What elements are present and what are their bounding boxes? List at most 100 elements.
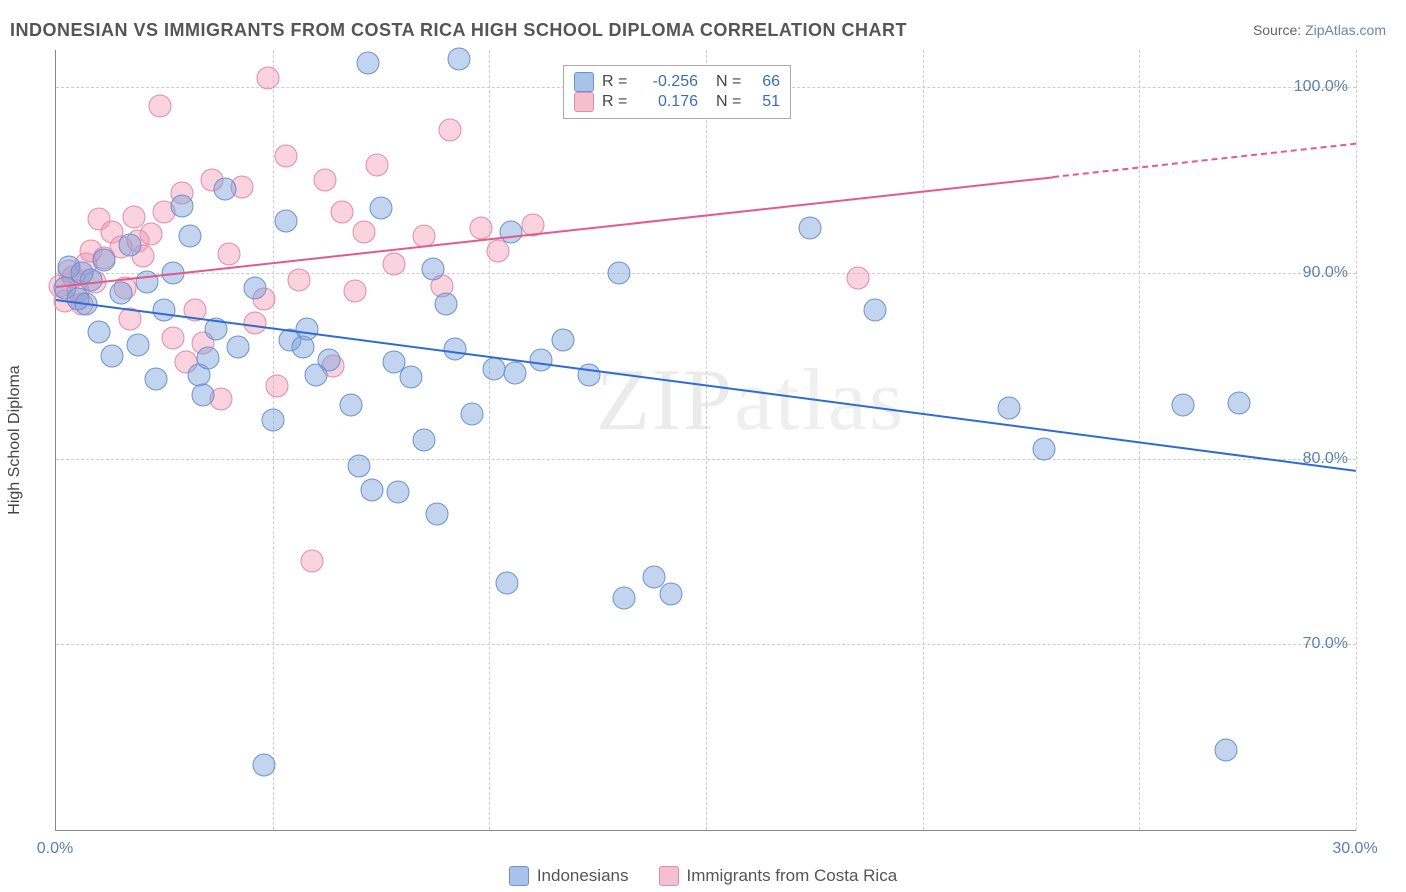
blue-dot [227,336,250,359]
pink-dot [352,221,375,244]
blue-dot [864,299,887,322]
blue-dot [400,365,423,388]
blue-dot [387,481,410,504]
blue-dot [318,349,341,372]
source-label: Source: ZipAtlas.com [1253,22,1386,38]
blue-dot [799,217,822,240]
x-tick-label: 30.0% [1332,840,1377,858]
n-label: N = [716,73,742,91]
pink-dot [313,169,336,192]
legend-label: Immigrants from Costa Rica [687,866,898,886]
r-label: R = [602,93,628,111]
blue-dot [179,224,202,247]
y-tick-label: 90.0% [1303,264,1348,282]
blue-dot [153,299,176,322]
pink-dot [287,269,310,292]
pink-dot [140,222,163,245]
blue-dot [426,503,449,526]
chart-title: INDONESIAN VS IMMIGRANTS FROM COSTA RICA… [10,20,907,41]
source-prefix: Source: [1253,22,1305,38]
pink-dot [244,312,267,335]
pink-dot [162,326,185,349]
pink-dot [257,66,280,89]
blue-dot [253,754,276,777]
blue-dot [214,178,237,201]
gridline-vertical [273,50,274,830]
r-value: -0.256 [636,73,698,91]
pink-dot [274,144,297,167]
blue-dot [1228,391,1251,414]
blue-dot [530,349,553,372]
blue-dot [504,362,527,385]
blue-dot [170,195,193,218]
blue-dot [612,586,635,609]
blue-dot [88,321,111,344]
y-tick-label: 100.0% [1294,78,1348,96]
gridline-vertical [706,50,707,830]
pink-dot [469,217,492,240]
n-value: 51 [750,93,780,111]
blue-dot [361,479,384,502]
pink-dot [300,549,323,572]
blue-dot [500,221,523,244]
legend-row-pink: R = 0.176 N = 51 [574,92,780,112]
blue-dot [443,338,466,361]
pink-dot [383,252,406,275]
blue-dot [192,384,215,407]
pink-dot [218,243,241,266]
pink-dot [365,154,388,177]
blue-dot [660,583,683,606]
blue-dot [1033,438,1056,461]
y-tick-label: 70.0% [1303,635,1348,653]
pink-dot [439,118,462,141]
blue-dot [461,403,484,426]
n-value: 66 [750,73,780,91]
blue-dot [244,276,267,299]
blue-dot [357,52,380,75]
blue-dot [110,282,133,305]
blue-dot [196,347,219,370]
pink-dot [266,375,289,398]
pink-trendline [56,176,1053,288]
blue-dot [92,248,115,271]
gridline-vertical [923,50,924,830]
blue-dot [101,345,124,368]
legend-series: Indonesians Immigrants from Costa Rica [0,866,1406,886]
blue-dot [127,334,150,357]
chart-container: INDONESIAN VS IMMIGRANTS FROM COSTA RICA… [0,0,1406,892]
blue-dot [370,196,393,219]
source-link[interactable]: ZipAtlas.com [1305,22,1386,38]
gridline-vertical [489,50,490,830]
legend-item-blue: Indonesians [509,866,629,886]
x-tick-label: 0.0% [37,840,73,858]
blue-dot [608,261,631,284]
pink-swatch [659,866,679,886]
blue-dot [296,317,319,340]
blue-dot [413,429,436,452]
y-axis-title: High School Diploma [6,365,24,514]
blue-dot [495,572,518,595]
blue-dot [274,209,297,232]
blue-dot [578,364,601,387]
legend-correlation: R = -0.256 N = 66R = 0.176 N = 51 [563,65,791,119]
blue-dot [448,48,471,71]
blue-swatch [509,866,529,886]
legend-item-pink: Immigrants from Costa Rica [659,866,898,886]
pink-dot [149,94,172,117]
n-label: N = [716,93,742,111]
r-value: 0.176 [636,93,698,111]
blue-dot [552,328,575,351]
blue-dot [422,258,445,281]
blue-dot [261,408,284,431]
blue-dot [144,367,167,390]
legend-row-blue: R =-0.256N =66 [574,72,780,92]
pink-dot [846,267,869,290]
pink-dot [331,200,354,223]
blue-dot [118,234,141,257]
watermark: ZIPatlas [596,350,905,451]
blue-dot [998,397,1021,420]
plot-area: ZIPatlas 70.0%80.0%90.0%100.0% [55,50,1356,831]
blue-dot [1215,739,1238,762]
pink-trendline [1053,143,1357,178]
pink-dot [344,280,367,303]
